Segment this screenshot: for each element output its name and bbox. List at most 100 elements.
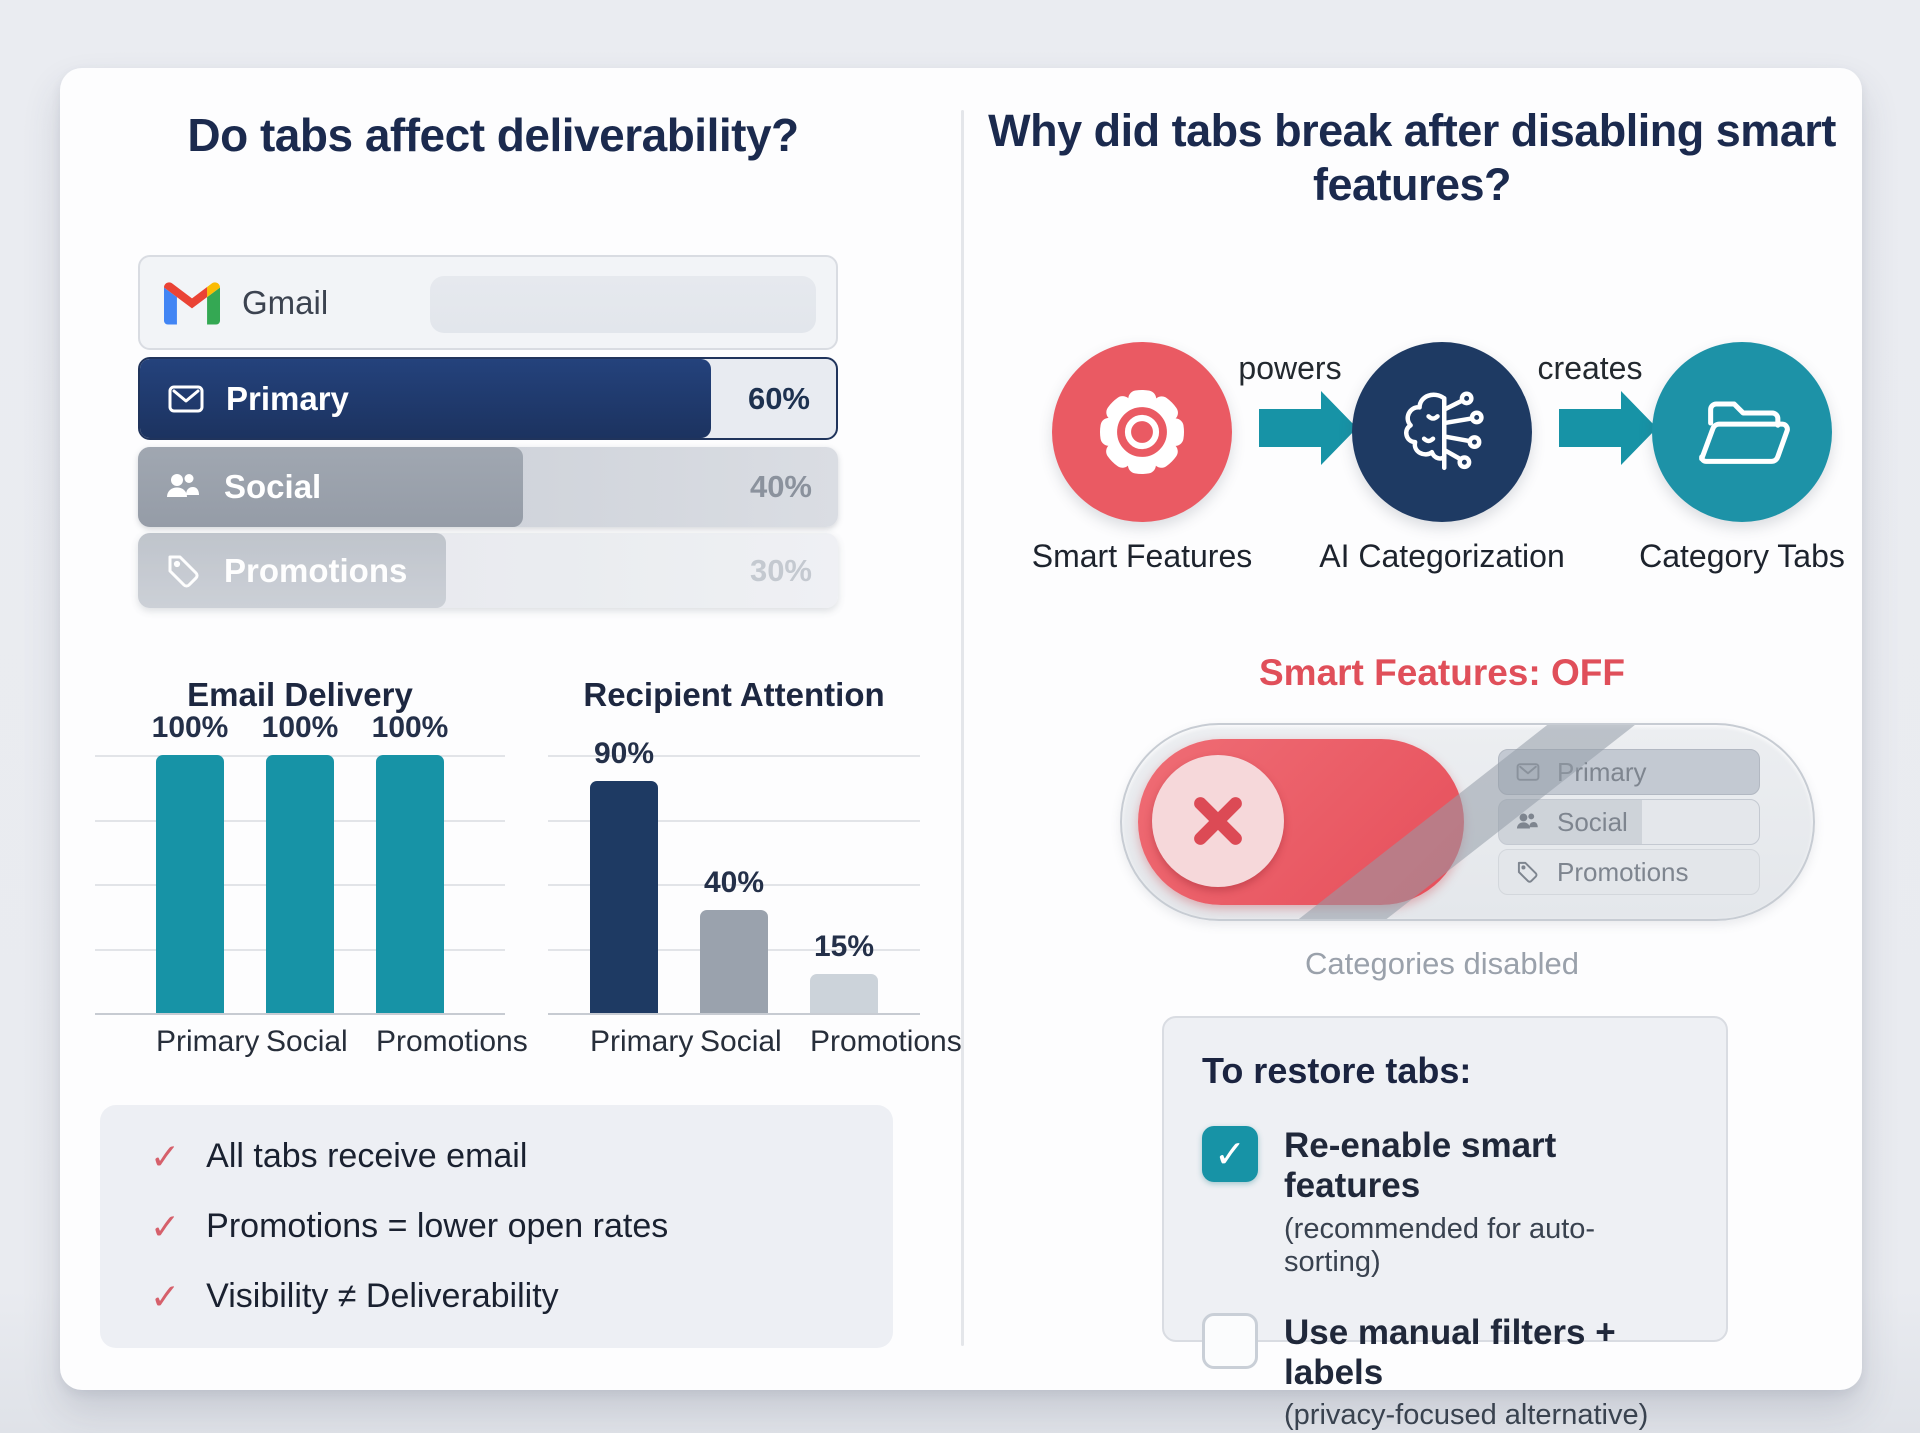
gmail-header: Gmail — [138, 255, 838, 350]
restore-tabs-box: To restore tabs: ✓ Re-enable smart featu… — [1162, 1016, 1728, 1431]
flow-node-category-tabs: Category Tabs — [1592, 342, 1892, 575]
x-tick-label: Primary — [590, 1025, 694, 1058]
envelope-icon — [168, 385, 204, 412]
people-icon — [1516, 813, 1538, 829]
x-tick-label: Promotions — [376, 1025, 528, 1058]
chip-label: Social — [1557, 806, 1628, 837]
option-label: Re-enable smart features — [1284, 1126, 1557, 1206]
bar-value-label: 100% — [151, 711, 229, 744]
checkmark-icon: ✓ — [150, 1205, 181, 1247]
bar-rect — [156, 755, 224, 1013]
chart-plot: 90% 40% 15% — [548, 737, 920, 1015]
chart-bar: 15% — [810, 755, 878, 1013]
flow-node-ai-categorization: AI Categorization — [1292, 342, 1592, 575]
checkmark-icon: ✓ — [150, 1135, 181, 1177]
restore-option-1: ✓ Re-enable smart features (recommended … — [1202, 1126, 1688, 1279]
right-arrow-icon — [1559, 409, 1621, 447]
bar-rect — [700, 909, 768, 1013]
gmail-label: Gmail — [242, 283, 329, 321]
brain-circuit-icon — [1404, 391, 1484, 471]
email-delivery-chart: Email Delivery 100% 100% 100% — [95, 676, 528, 1059]
toggle-caption: Categories disabled — [1304, 946, 1579, 981]
promotions-bar-fill — [138, 533, 446, 608]
arrow-label: creates — [1537, 350, 1643, 386]
disabled-tab-social: Social — [1498, 799, 1760, 845]
flow-node-smart-features: Smart Features — [992, 342, 1292, 575]
takeaways-box: ✓ All tabs receive email ✓ Promotions = … — [100, 1105, 893, 1348]
checkbox-check-icon: ✓ — [1214, 1133, 1246, 1176]
bar-value-label: 40% — [703, 865, 765, 899]
x-tick-label: Primary — [156, 1025, 260, 1058]
x-tick-label: Social — [266, 1025, 348, 1058]
inbox-bar-primary: Primary 60% — [138, 357, 838, 440]
primary-bar-value: 60% — [747, 380, 810, 416]
flow-arrow-creates: creates — [1525, 350, 1655, 447]
primary-bar-label: Primary — [226, 379, 349, 417]
smart-features-toggle[interactable]: Primary Social Promotions — [1120, 723, 1815, 921]
inbox-bar-social: Social 40% — [138, 447, 838, 527]
checkbox-checked[interactable]: ✓ — [1202, 1126, 1258, 1182]
chart-bar: 100% — [152, 711, 228, 1013]
chart-bar: 100% — [372, 711, 448, 1013]
right-arrow-icon — [1259, 409, 1321, 447]
bar-rect — [810, 974, 878, 1013]
primary-bar-fill — [140, 359, 711, 438]
chip-label: Promotions — [1557, 856, 1689, 887]
smart-features-circle — [1052, 342, 1232, 522]
panel-divider — [961, 110, 964, 1346]
gmail-logo-icon — [164, 281, 220, 325]
chart-bar: 40% — [700, 755, 768, 1013]
flow-arrow-powers: powers — [1225, 350, 1355, 447]
disabled-tab-promotions: Promotions — [1498, 849, 1760, 895]
chart-plot: 100% 100% 100% — [95, 711, 505, 1015]
flow-node-label: Category Tabs — [1639, 538, 1845, 574]
infographic-card: Do tabs affect deliverability? Gmail Pri… — [60, 68, 1862, 1431]
option-note: (privacy-focused alternative) — [1284, 1399, 1649, 1431]
recipient-attention-chart: Recipient Attention 90% 40% 15% — [548, 676, 962, 1059]
arrow-label: powers — [1238, 350, 1342, 386]
folder-open-icon — [1699, 401, 1790, 464]
gear-icon — [1100, 390, 1184, 474]
bar-rect — [376, 755, 444, 1013]
chart-bar: 100% — [262, 711, 338, 1013]
list-item: ✓ All tabs receive email — [150, 1136, 843, 1178]
checkmark-icon: ✓ — [150, 1275, 181, 1317]
smart-features-status: Smart Features: OFF — [1259, 652, 1625, 693]
social-bar-value: 40% — [749, 469, 812, 504]
checkbox-unchecked[interactable] — [1202, 1312, 1258, 1369]
left-panel-title: Do tabs affect deliverability? — [187, 109, 799, 161]
takeaway-text: Visibility ≠ Deliverability — [206, 1277, 559, 1315]
ai-categorization-circle — [1352, 342, 1532, 522]
x-icon — [1194, 797, 1242, 845]
bar-rect — [266, 755, 334, 1013]
right-panel-title: Why did tabs break after disabling smart… — [988, 105, 1836, 210]
social-bar-label: Social — [224, 468, 322, 505]
bar-value-label: 100% — [371, 711, 449, 744]
x-tick-label: Social — [700, 1025, 782, 1058]
people-icon — [167, 474, 199, 497]
toggle-knob[interactable] — [1152, 755, 1284, 887]
flow-node-label: Smart Features — [1031, 538, 1253, 574]
social-bar-fill — [138, 447, 523, 527]
bar-rect — [590, 780, 658, 1013]
chart-title: Recipient Attention — [583, 676, 885, 713]
tag-icon — [1517, 861, 1538, 883]
bar-value-label: 100% — [261, 711, 339, 744]
option-note: (recommended for auto-sorting) — [1284, 1212, 1596, 1278]
x-tick-label: Promotions — [810, 1025, 962, 1058]
gmail-search-bar[interactable] — [430, 276, 816, 333]
option-label: Use manual filters + labels — [1284, 1312, 1616, 1392]
takeaway-text: All tabs receive email — [206, 1137, 528, 1175]
restore-title: To restore tabs: — [1202, 1050, 1472, 1091]
chart-title: Email Delivery — [187, 676, 413, 713]
chart-bar: 90% — [590, 737, 658, 1013]
promotions-bar-value: 30% — [749, 552, 812, 588]
takeaway-text: Promotions = lower open rates — [206, 1207, 669, 1245]
inbox-bar-promotions: Promotions 30% — [138, 533, 838, 608]
list-item: ✓ Promotions = lower open rates — [150, 1206, 843, 1248]
list-item: ✓ Visibility ≠ Deliverability — [150, 1276, 843, 1318]
bar-value-label: 15% — [813, 930, 875, 964]
bar-value-label: 90% — [593, 736, 655, 770]
flow-node-label: AI Categorization — [1319, 538, 1565, 574]
tag-icon — [168, 555, 199, 588]
